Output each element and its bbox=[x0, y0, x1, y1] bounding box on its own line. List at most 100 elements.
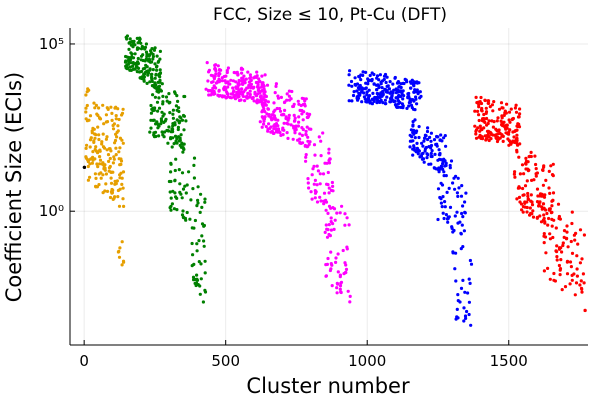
data-point bbox=[543, 193, 547, 197]
data-point bbox=[554, 226, 558, 230]
data-point bbox=[310, 197, 314, 201]
data-point bbox=[287, 94, 291, 98]
data-point bbox=[141, 53, 145, 57]
data-point bbox=[153, 81, 157, 85]
data-point bbox=[175, 208, 179, 212]
data-point bbox=[542, 216, 546, 221]
data-point bbox=[513, 106, 518, 110]
data-point bbox=[367, 88, 371, 92]
data-point bbox=[523, 201, 527, 205]
data-point bbox=[182, 142, 186, 146]
data-point bbox=[327, 186, 331, 190]
data-point bbox=[157, 87, 161, 91]
data-point bbox=[409, 86, 413, 90]
data-point bbox=[446, 215, 450, 219]
data-point bbox=[512, 135, 516, 139]
data-point bbox=[161, 133, 165, 137]
data-point bbox=[220, 76, 224, 80]
data-point bbox=[325, 235, 330, 239]
data-point bbox=[272, 127, 276, 131]
data-point bbox=[120, 138, 124, 142]
data-point bbox=[409, 128, 413, 132]
data-point bbox=[457, 186, 461, 190]
data-point bbox=[261, 103, 265, 107]
data-point bbox=[169, 196, 173, 200]
data-point bbox=[227, 82, 231, 86]
data-point bbox=[583, 308, 587, 312]
data-point bbox=[405, 80, 409, 84]
data-point bbox=[197, 239, 201, 243]
data-point bbox=[387, 87, 391, 91]
data-point bbox=[178, 190, 182, 194]
data-point bbox=[278, 107, 282, 111]
data-point bbox=[143, 72, 147, 76]
data-point bbox=[149, 126, 153, 130]
data-point bbox=[338, 211, 342, 215]
data-point bbox=[515, 197, 519, 201]
data-point bbox=[418, 90, 422, 94]
data-point bbox=[486, 101, 490, 105]
data-point bbox=[425, 156, 429, 160]
data-point bbox=[562, 235, 566, 239]
data-point bbox=[417, 125, 421, 129]
data-point bbox=[175, 94, 179, 98]
data-point bbox=[304, 155, 308, 159]
data-point bbox=[396, 99, 401, 103]
data-point bbox=[487, 119, 491, 123]
data-point bbox=[196, 201, 200, 205]
data-point bbox=[501, 106, 505, 110]
data-point bbox=[343, 212, 347, 216]
data-point bbox=[94, 149, 98, 153]
data-point bbox=[444, 163, 448, 168]
data-point bbox=[507, 143, 511, 147]
data-point bbox=[569, 239, 573, 244]
data-point bbox=[324, 200, 329, 204]
data-point bbox=[462, 229, 466, 233]
data-point bbox=[274, 130, 278, 134]
data-point bbox=[513, 139, 517, 143]
data-point bbox=[413, 108, 417, 112]
data-point bbox=[151, 106, 156, 110]
data-point bbox=[362, 95, 366, 99]
data-point bbox=[224, 74, 228, 78]
data-point bbox=[518, 112, 522, 116]
data-point bbox=[234, 71, 238, 75]
data-point bbox=[467, 277, 471, 281]
data-point bbox=[401, 97, 405, 101]
data-point bbox=[439, 201, 443, 205]
data-point bbox=[439, 133, 443, 137]
data-point bbox=[525, 210, 529, 214]
data-point bbox=[412, 132, 416, 136]
data-point bbox=[338, 273, 342, 277]
data-point bbox=[315, 164, 319, 168]
data-point bbox=[171, 108, 175, 112]
data-point bbox=[300, 108, 304, 113]
data-point bbox=[278, 109, 283, 113]
data-point bbox=[170, 145, 174, 149]
data-point bbox=[121, 197, 125, 201]
data-point bbox=[257, 77, 261, 81]
data-point bbox=[308, 140, 312, 144]
data-point bbox=[97, 183, 101, 187]
data-point bbox=[494, 133, 498, 137]
data-point bbox=[568, 282, 572, 286]
data-point bbox=[574, 281, 579, 285]
data-point bbox=[494, 136, 498, 140]
data-point bbox=[153, 95, 157, 99]
data-point bbox=[435, 142, 439, 146]
data-point bbox=[173, 179, 177, 183]
data-point bbox=[374, 83, 379, 87]
data-point bbox=[365, 100, 369, 104]
data-point bbox=[91, 150, 95, 154]
data-point bbox=[211, 80, 215, 84]
data-point bbox=[423, 149, 427, 153]
data-point bbox=[562, 229, 567, 233]
data-point bbox=[435, 135, 439, 139]
series-5 bbox=[473, 95, 587, 313]
data-point bbox=[97, 133, 101, 137]
data-point bbox=[444, 213, 448, 217]
data-point bbox=[548, 208, 552, 212]
data-point bbox=[352, 90, 356, 94]
data-point bbox=[325, 182, 329, 186]
data-point bbox=[517, 186, 522, 190]
